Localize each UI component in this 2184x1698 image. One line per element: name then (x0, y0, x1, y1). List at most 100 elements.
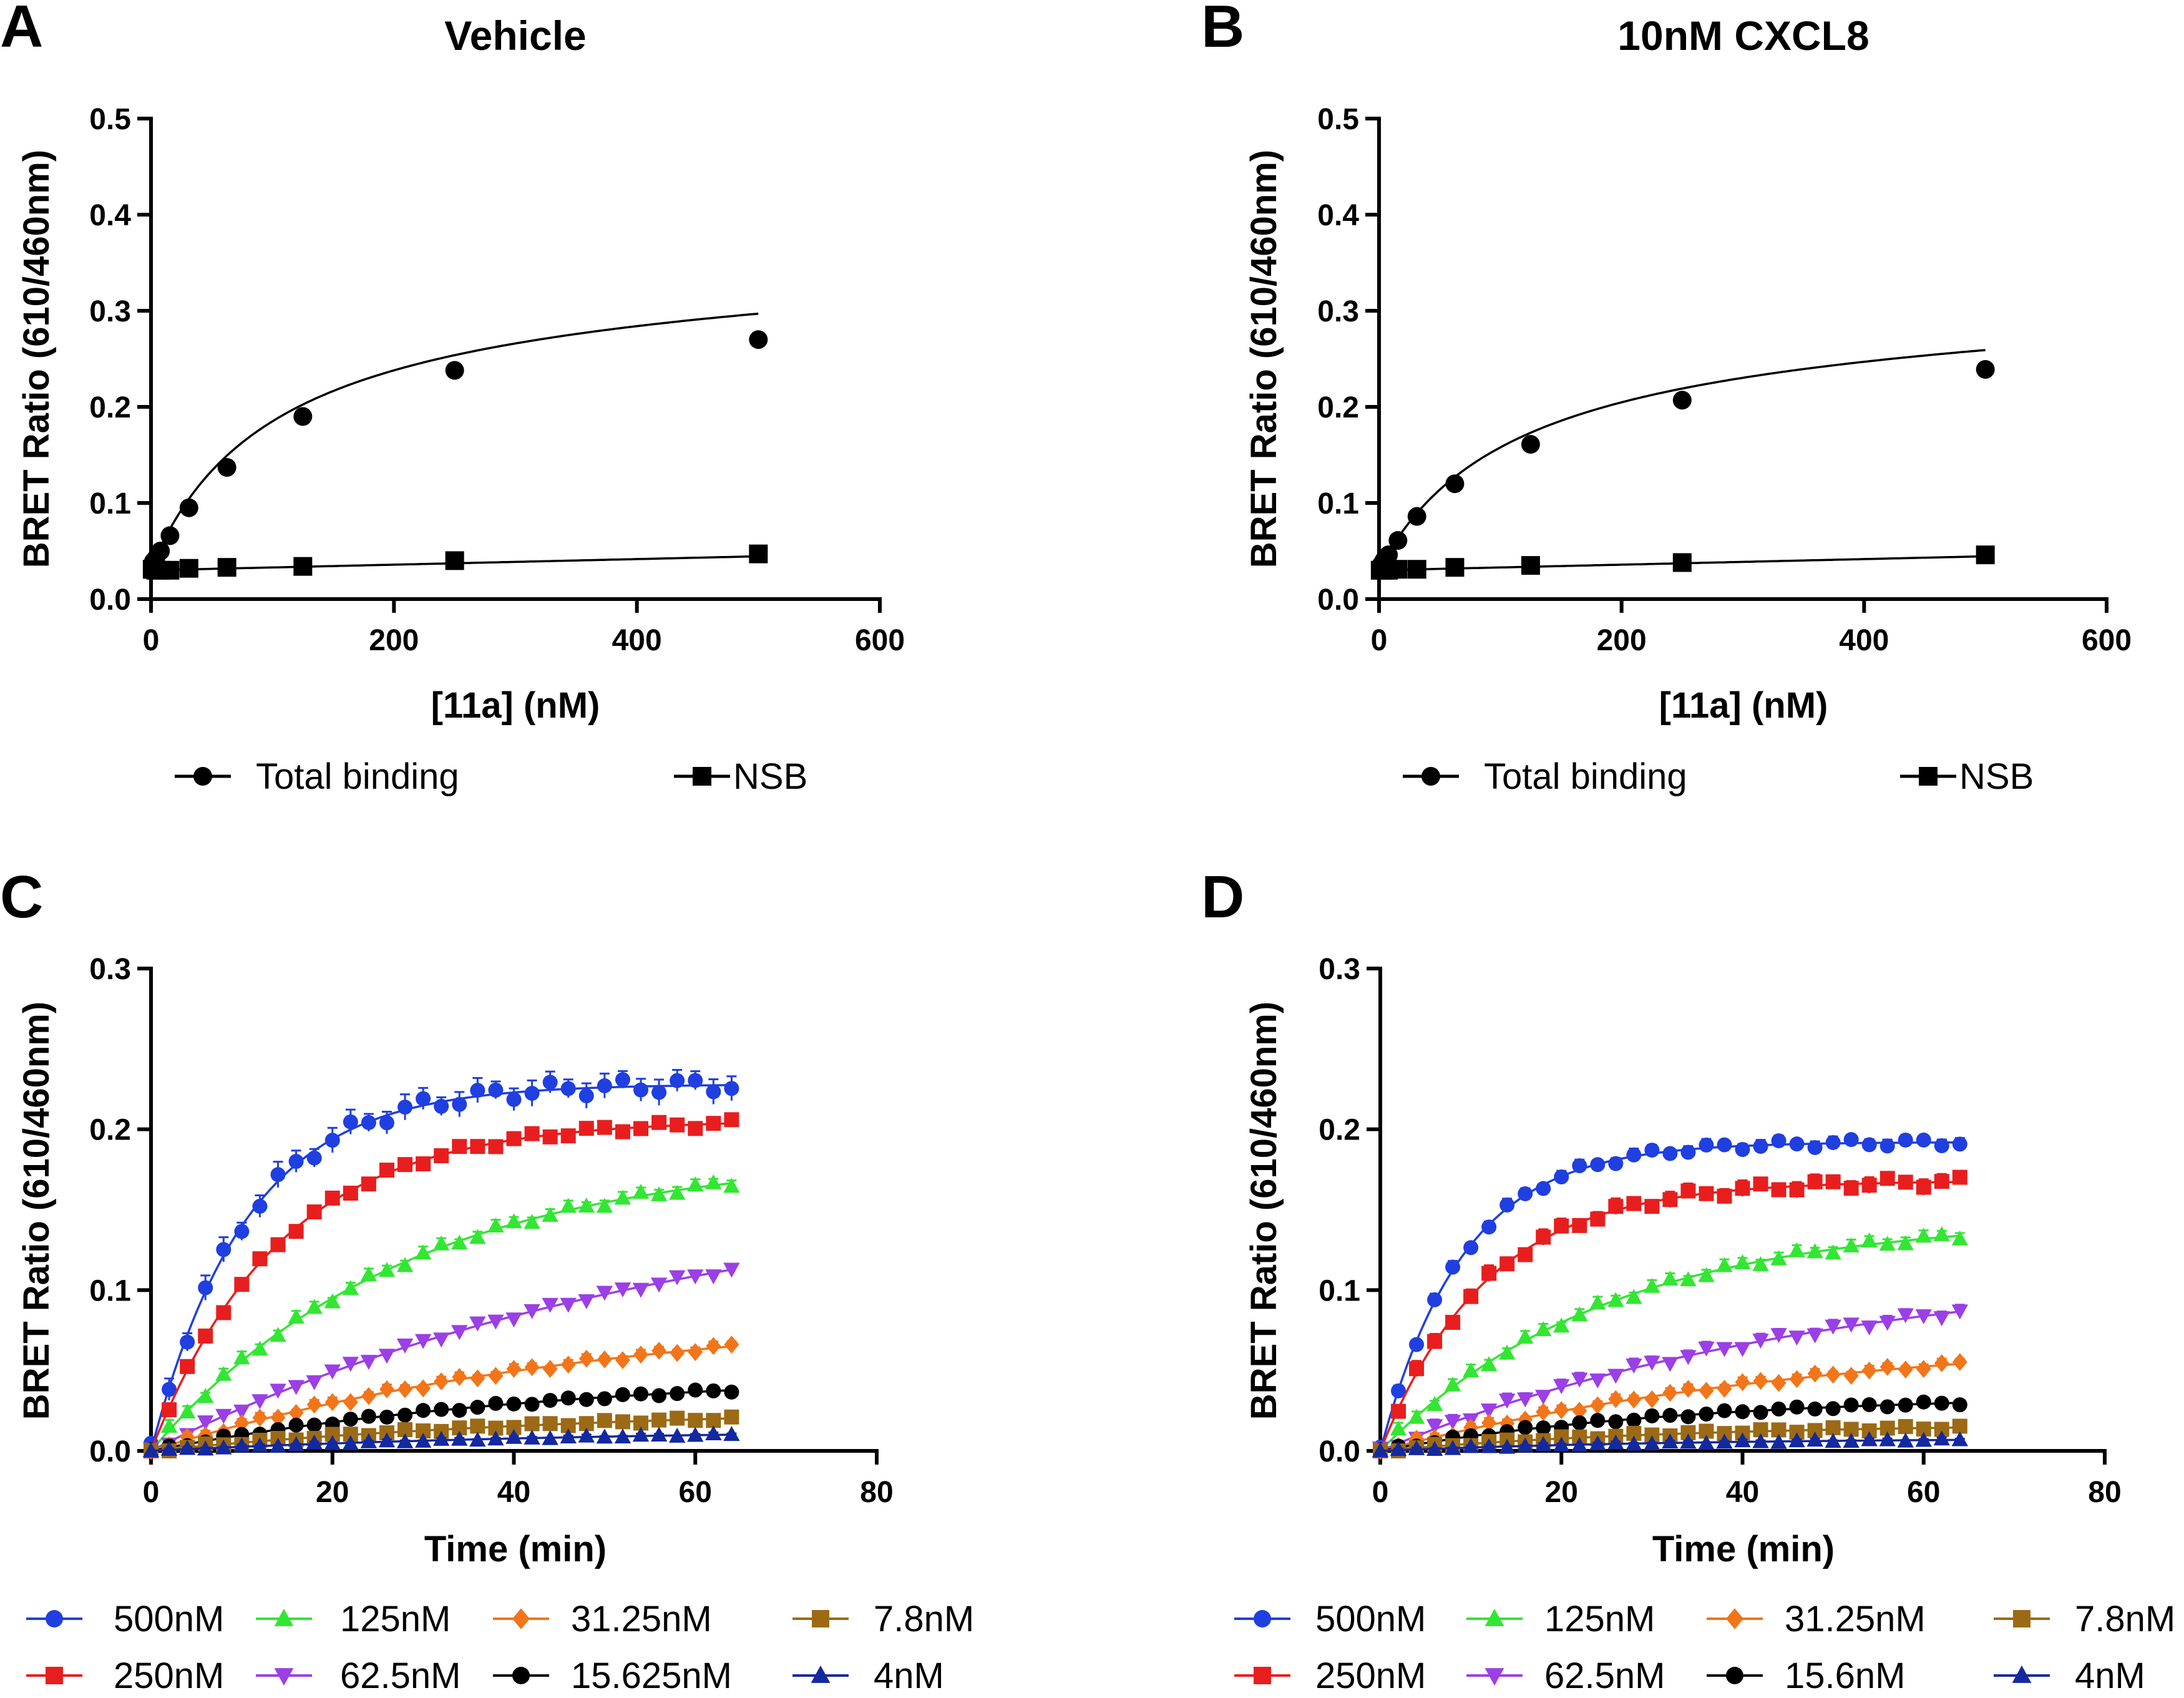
data-point (1536, 1420, 1551, 1436)
fit-curve (1379, 349, 1986, 568)
legend-label: Total binding (1484, 756, 1687, 797)
data-point (1843, 1317, 1860, 1333)
data-point (542, 1129, 558, 1144)
data-point (651, 1115, 667, 1130)
data-point (1717, 1137, 1732, 1153)
data-point (524, 1429, 540, 1445)
data-point (506, 1396, 522, 1412)
data-point (1644, 1435, 1660, 1450)
data-point (1409, 1337, 1425, 1352)
data-point (434, 1402, 449, 1417)
data-point (1879, 1358, 1895, 1376)
legend-marker (46, 1610, 63, 1627)
data-point (198, 1328, 213, 1344)
data-point (706, 1337, 721, 1355)
data-point (1915, 1227, 1932, 1243)
legend-marker (2013, 1610, 2030, 1627)
legend-marker (512, 1608, 530, 1629)
data-point (1662, 1408, 1678, 1423)
data-point (1680, 1380, 1696, 1398)
legend-marker (1484, 1668, 1504, 1686)
data-point (633, 1121, 649, 1136)
data-point (487, 1217, 504, 1233)
data-point (162, 1402, 177, 1418)
data-point (1536, 1181, 1551, 1196)
data-point (1735, 1404, 1750, 1420)
data-point (1553, 1317, 1570, 1333)
data-point (651, 1388, 667, 1403)
series-4nm (142, 1425, 740, 1458)
legend-marker (2012, 1665, 2032, 1683)
data-point (1662, 1146, 1678, 1161)
data-point (324, 1190, 340, 1206)
data-point (578, 1427, 595, 1443)
data-point (434, 1098, 449, 1114)
data-point (1825, 1174, 1841, 1189)
legend-marker (1421, 767, 1440, 786)
legend-marker (1726, 1608, 1743, 1629)
data-point (1699, 1137, 1714, 1153)
data-point (234, 1414, 250, 1432)
legend-label: NSB (733, 756, 807, 797)
data-point (542, 1075, 558, 1090)
data-point (1898, 1174, 1913, 1190)
legend-marker (274, 1608, 294, 1626)
data-point (1807, 1139, 1823, 1155)
data-point (724, 1335, 739, 1354)
legend-item: Total binding (175, 756, 459, 797)
data-point (397, 1407, 413, 1423)
legend-item: 125nM (1466, 1599, 1655, 1639)
data-point (1426, 1419, 1443, 1435)
data-point (706, 1383, 721, 1398)
data-point (1426, 1396, 1443, 1412)
data-point (724, 1384, 739, 1400)
data-point (342, 1280, 359, 1295)
data-point (1788, 1432, 1805, 1448)
data-point (524, 1086, 540, 1101)
data-point (615, 1351, 630, 1370)
data-point (1976, 359, 1995, 379)
data-point (178, 1440, 196, 1455)
data-point (251, 1437, 268, 1453)
data-point (1391, 1403, 1406, 1419)
data-point (633, 1386, 649, 1402)
data-point (668, 1184, 686, 1200)
data-point (724, 1409, 739, 1425)
data-point (288, 1403, 304, 1422)
data-point (1554, 1218, 1569, 1234)
series-500nm (144, 1069, 739, 1452)
data-point (1770, 1433, 1787, 1449)
data-point (1788, 1330, 1805, 1346)
data-point (1572, 1415, 1587, 1430)
legend-item: 4nM (1994, 1656, 2145, 1696)
legend-item: 250nM (26, 1656, 224, 1696)
data-point (288, 1380, 305, 1395)
legend-marker (812, 1610, 829, 1627)
data-point (650, 1277, 668, 1293)
data-point (342, 1435, 359, 1450)
data-point (1951, 1304, 1968, 1320)
data-point (1536, 1403, 1551, 1421)
data-point (1626, 1390, 1642, 1409)
data-point (396, 1339, 414, 1354)
data-point (252, 1251, 268, 1267)
data-point (1608, 1156, 1624, 1171)
data-point (688, 1343, 703, 1362)
data-point (1607, 1369, 1624, 1384)
data-point (578, 1088, 594, 1103)
data-point (324, 1364, 341, 1380)
data-point (1716, 1342, 1733, 1357)
data-point (1535, 1390, 1552, 1405)
data-point (1897, 1308, 1914, 1324)
data-point (524, 1416, 540, 1432)
data-point (1915, 1309, 1932, 1325)
legend-item: 31.25nM (1707, 1599, 1926, 1639)
data-point (1843, 1397, 1859, 1413)
data-point (1898, 1132, 1913, 1148)
data-point (1498, 1344, 1516, 1360)
data-point (1843, 1132, 1859, 1148)
data-point (1571, 1306, 1588, 1322)
data-point (542, 1297, 558, 1313)
data-point (1843, 1237, 1860, 1252)
legend-label: 500nM (1315, 1599, 1426, 1639)
